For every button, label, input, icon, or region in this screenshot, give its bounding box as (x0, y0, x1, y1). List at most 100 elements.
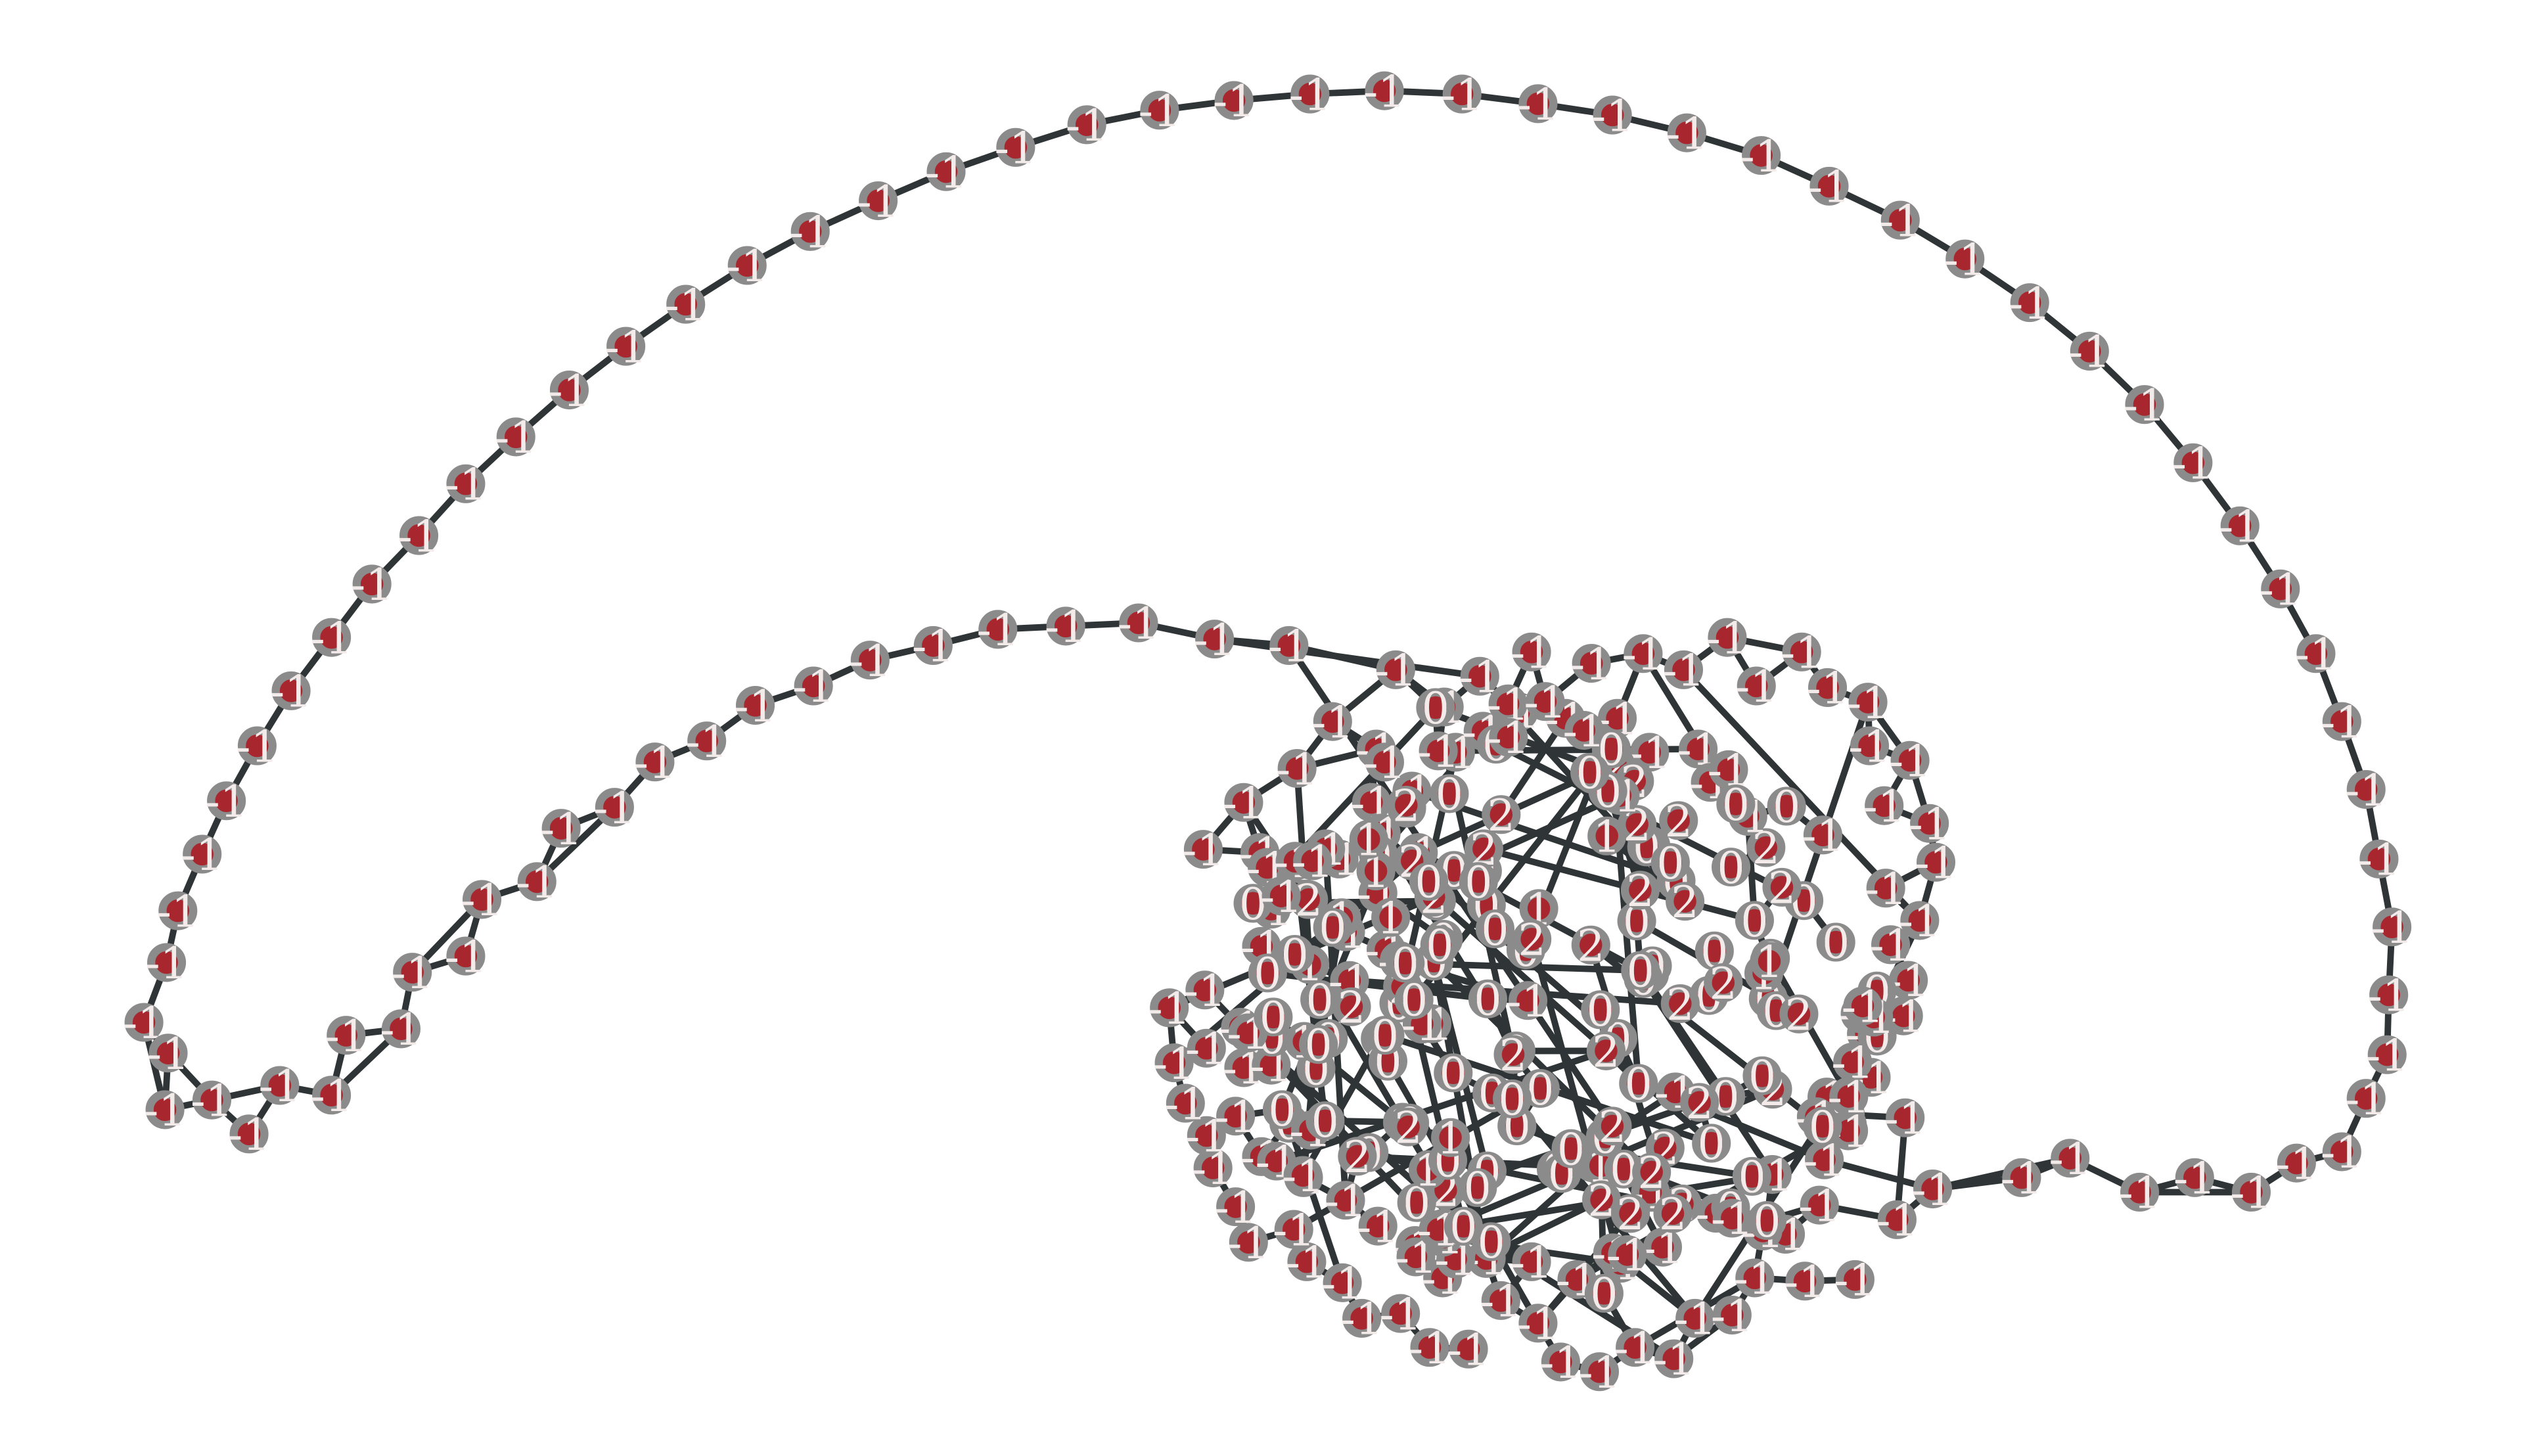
node-label: 2 (1592, 1026, 1620, 1078)
node-circle (1229, 1223, 1268, 1262)
node-label: 0 (1698, 1118, 1725, 1170)
graph-node: -1 (1291, 836, 1334, 887)
node-circle (2322, 702, 2361, 741)
graph-node: 0 (1416, 683, 1455, 734)
graph-node: -1 (1798, 1180, 1841, 1231)
graph-node: -1 (1267, 621, 1310, 672)
graph-node: -1 (380, 1004, 422, 1055)
graph-node: -1 (1183, 965, 1226, 1016)
graph-node: 1 (1349, 815, 1388, 866)
node-label: -1 (1045, 601, 1087, 652)
node-circle (183, 834, 222, 874)
graph-node: -1 (1441, 69, 1484, 120)
node-circle (271, 671, 311, 710)
node-circle (192, 1080, 231, 1120)
node-label: 0 (1465, 857, 1492, 908)
node-label: 0 (1436, 769, 1463, 820)
graph-node: -1 (1260, 871, 1303, 922)
node-circle (727, 246, 767, 285)
node-label: -1 (2366, 1030, 2409, 1081)
node-circle (1468, 979, 1507, 1018)
graph-node: -1 (1889, 735, 1932, 786)
node-circle (666, 284, 706, 324)
graph-node: -1 (445, 931, 488, 982)
node-label: 0 (1481, 904, 1509, 955)
node-circle (2070, 331, 2109, 371)
node-label: 2 (1638, 1147, 1666, 1198)
graph-node: 0 (1767, 781, 1806, 832)
graph-node: -1 (1863, 781, 1905, 832)
node-label: 0 (1449, 1202, 1477, 1253)
graph-node: -1 (2345, 765, 2388, 816)
node-circle (1659, 801, 1698, 840)
node-circle (1371, 898, 1411, 937)
node-circle (1632, 1152, 1671, 1192)
node-label: -1 (1915, 838, 1957, 889)
node-label: -1 (2321, 696, 2363, 748)
graph-edge (1211, 635, 1484, 680)
node-label: 2 (1344, 1131, 1371, 1183)
node-circle (260, 1066, 300, 1105)
node-circle (2277, 1143, 2316, 1183)
node-circle (1829, 1077, 1869, 1116)
node-label: -1 (1517, 79, 1560, 130)
node-circle (1675, 1298, 1715, 1338)
graph-node: -1 (1869, 920, 1912, 971)
graph-node: -1 (1340, 1294, 1383, 1345)
graph-node: -1 (634, 737, 677, 788)
node-label: 0 (1305, 1020, 1332, 1071)
node-circle (517, 862, 557, 901)
node-label: -1 (1943, 234, 1986, 285)
node-label: 0 (1717, 842, 1744, 894)
node-circle (736, 686, 775, 725)
node-label: -1 (925, 147, 968, 198)
node-circle (1150, 988, 1189, 1028)
node-circle (1624, 634, 1663, 673)
node-label: -1 (912, 621, 955, 672)
node-circle (1274, 1210, 1313, 1249)
node-label: 0 (1268, 1085, 1296, 1136)
graph-node: -1 (1539, 1337, 1582, 1388)
graph-node: -1 (147, 1028, 190, 1080)
node-circle (1779, 994, 1819, 1034)
node-label: -1 (2219, 501, 2262, 553)
node-circle (1376, 650, 1415, 689)
graph-node: -1 (1606, 1230, 1648, 1281)
graph-node: 0 (1254, 992, 1293, 1043)
node-label: -1 (1409, 1323, 1451, 1374)
node-circle (1365, 742, 1404, 782)
graph-node: -1 (156, 886, 199, 937)
graph-node: -1 (1185, 1111, 1228, 1162)
node-circle (1326, 1181, 1365, 1220)
node-label: -1 (1889, 735, 1932, 786)
node-circle (1803, 1106, 1842, 1146)
node-circle (1313, 702, 1352, 741)
node-label: -1 (1325, 1175, 1367, 1227)
node-circle (148, 1034, 188, 1073)
node-circle (1313, 907, 1352, 947)
node-label: -1 (1911, 1164, 1954, 1216)
node-circle (2220, 506, 2260, 545)
node-circle (595, 788, 634, 827)
node-label: 0 (1319, 903, 1346, 954)
node-label: -1 (1214, 1091, 1257, 1143)
node-label: -1 (1666, 108, 1708, 159)
node-circle (1046, 606, 1085, 646)
node-circle (687, 721, 727, 761)
graph-node: -1 (1409, 1323, 1451, 1374)
node-label: -1 (1291, 836, 1334, 887)
graph-node: -1 (1711, 1290, 1754, 1342)
node-circle (1886, 1098, 1925, 1137)
node-label: -1 (147, 1028, 190, 1080)
graph-node: -1 (2118, 1168, 2161, 1219)
node-circle (1512, 919, 1552, 959)
node-label: -1 (1781, 627, 1823, 679)
graph-node: -1 (1578, 1347, 1621, 1398)
node-circle (1616, 1328, 1655, 1367)
node-circle (2010, 283, 2049, 323)
node-label: 2 (1599, 1101, 1626, 1152)
node-label: -1 (2295, 629, 2338, 680)
graph-node: -1 (1357, 1201, 1399, 1252)
node-circle (145, 1090, 185, 1129)
